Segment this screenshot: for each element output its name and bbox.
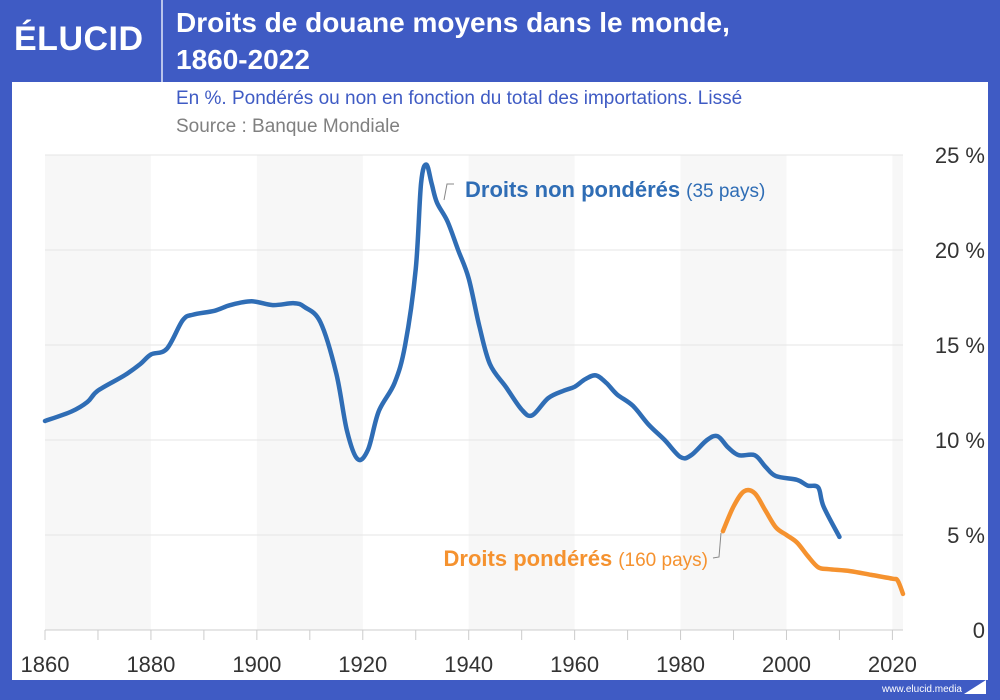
shaded-band xyxy=(680,155,787,630)
y-tick-label: 15 % xyxy=(935,333,985,358)
y-tick-label: 25 % xyxy=(935,143,985,168)
chart-subtitle: En %. Pondérés ou non en fonction du tot… xyxy=(176,88,743,109)
elucid-logo: ÉLUCID xyxy=(14,20,144,58)
y-tick-label: 0 xyxy=(973,618,985,643)
y-tick-label: 5 % xyxy=(947,523,985,548)
chart-title: Droits de douane moyens dans le monde, 1… xyxy=(176,4,976,78)
shaded-band xyxy=(256,155,363,630)
footer-url: www.elucid.media xyxy=(881,684,962,695)
title-line-1: Droits de douane moyens dans le monde, xyxy=(176,7,730,38)
x-tick-label: 1980 xyxy=(656,652,705,677)
y-tick-label: 10 % xyxy=(935,428,985,453)
header-divider xyxy=(161,0,163,82)
shaded-band xyxy=(892,155,903,630)
series-line-weighted xyxy=(720,487,906,597)
x-tick-label: 1860 xyxy=(21,652,70,677)
title-line-2: 1860-2022 xyxy=(176,44,310,75)
series-label-unweighted: Droits non pondérés (35 pays) xyxy=(465,177,765,202)
y-tick-label: 20 % xyxy=(935,238,985,263)
x-tick-label: 2020 xyxy=(868,652,917,677)
series-line-unweighted xyxy=(42,162,842,540)
elucid-mark-icon xyxy=(964,680,986,694)
x-tick-label: 1920 xyxy=(338,652,387,677)
label-leader-weighted xyxy=(712,532,722,559)
chart-source: Source : Banque Mondiale xyxy=(176,116,400,137)
x-tick-label: 1880 xyxy=(126,652,175,677)
x-tick-label: 1900 xyxy=(232,652,281,677)
x-tick-label: 1940 xyxy=(444,652,493,677)
label-leader-unweighted xyxy=(443,183,454,201)
x-tick-label: 1960 xyxy=(550,652,599,677)
x-tick-label: 2000 xyxy=(762,652,811,677)
series-label-weighted: Droits pondérés (160 pays) xyxy=(444,546,708,571)
